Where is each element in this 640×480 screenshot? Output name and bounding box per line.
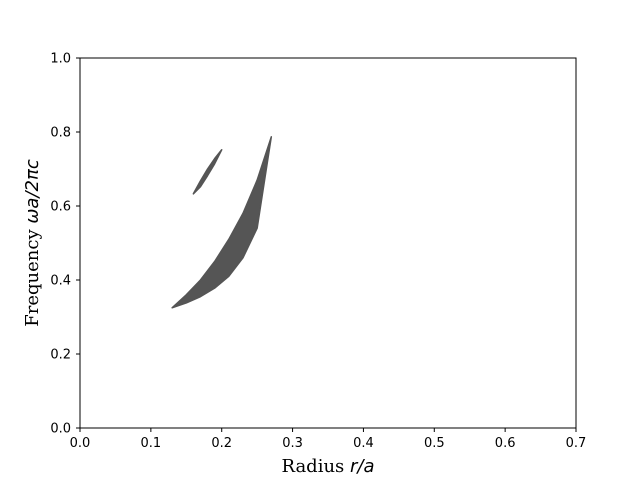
x-tick-label-5: 0.5 [424, 436, 445, 451]
y-tick-label-4: 0.8 [50, 126, 71, 141]
x-axis-label: Radius r/a [281, 456, 374, 477]
band-region-2 [192, 149, 223, 195]
x-tick-label-4: 0.4 [353, 436, 374, 451]
axis-ticks: 0.0 0.1 0.2 0.3 0.4 0.5 0.6 0.7 0.0 0.2 0.4 0.6 0.8 1… [50, 52, 586, 452]
y-tick-label-0: 0.0 [50, 422, 71, 437]
y-axis-label-math: ωa/2πc [22, 159, 43, 223]
y-tick-label-3: 0.6 [50, 200, 71, 215]
y-tick-label-5: 1.0 [50, 52, 71, 67]
x-axis-label-prefix: Radius [281, 456, 350, 477]
y-tick-label-1: 0.2 [50, 348, 71, 363]
x-tick-label-7: 0.7 [566, 436, 587, 451]
y-axis-label-prefix: Frequency [22, 224, 43, 327]
x-tick-label-2: 0.2 [211, 436, 232, 451]
x-axis-label-math: r/a [350, 456, 375, 477]
y-tick-label-2: 0.4 [50, 274, 71, 289]
x-tick-label-6: 0.6 [495, 436, 516, 451]
plot-frame [79, 57, 577, 429]
band-region-1 [171, 136, 273, 309]
x-tick-label-3: 0.3 [282, 436, 303, 451]
x-tick-label-1: 0.1 [141, 436, 162, 451]
x-tick-label-0: 0.0 [70, 436, 91, 451]
y-axis-label: Frequency ωa/2πc [22, 159, 43, 327]
band-regions [171, 136, 273, 309]
